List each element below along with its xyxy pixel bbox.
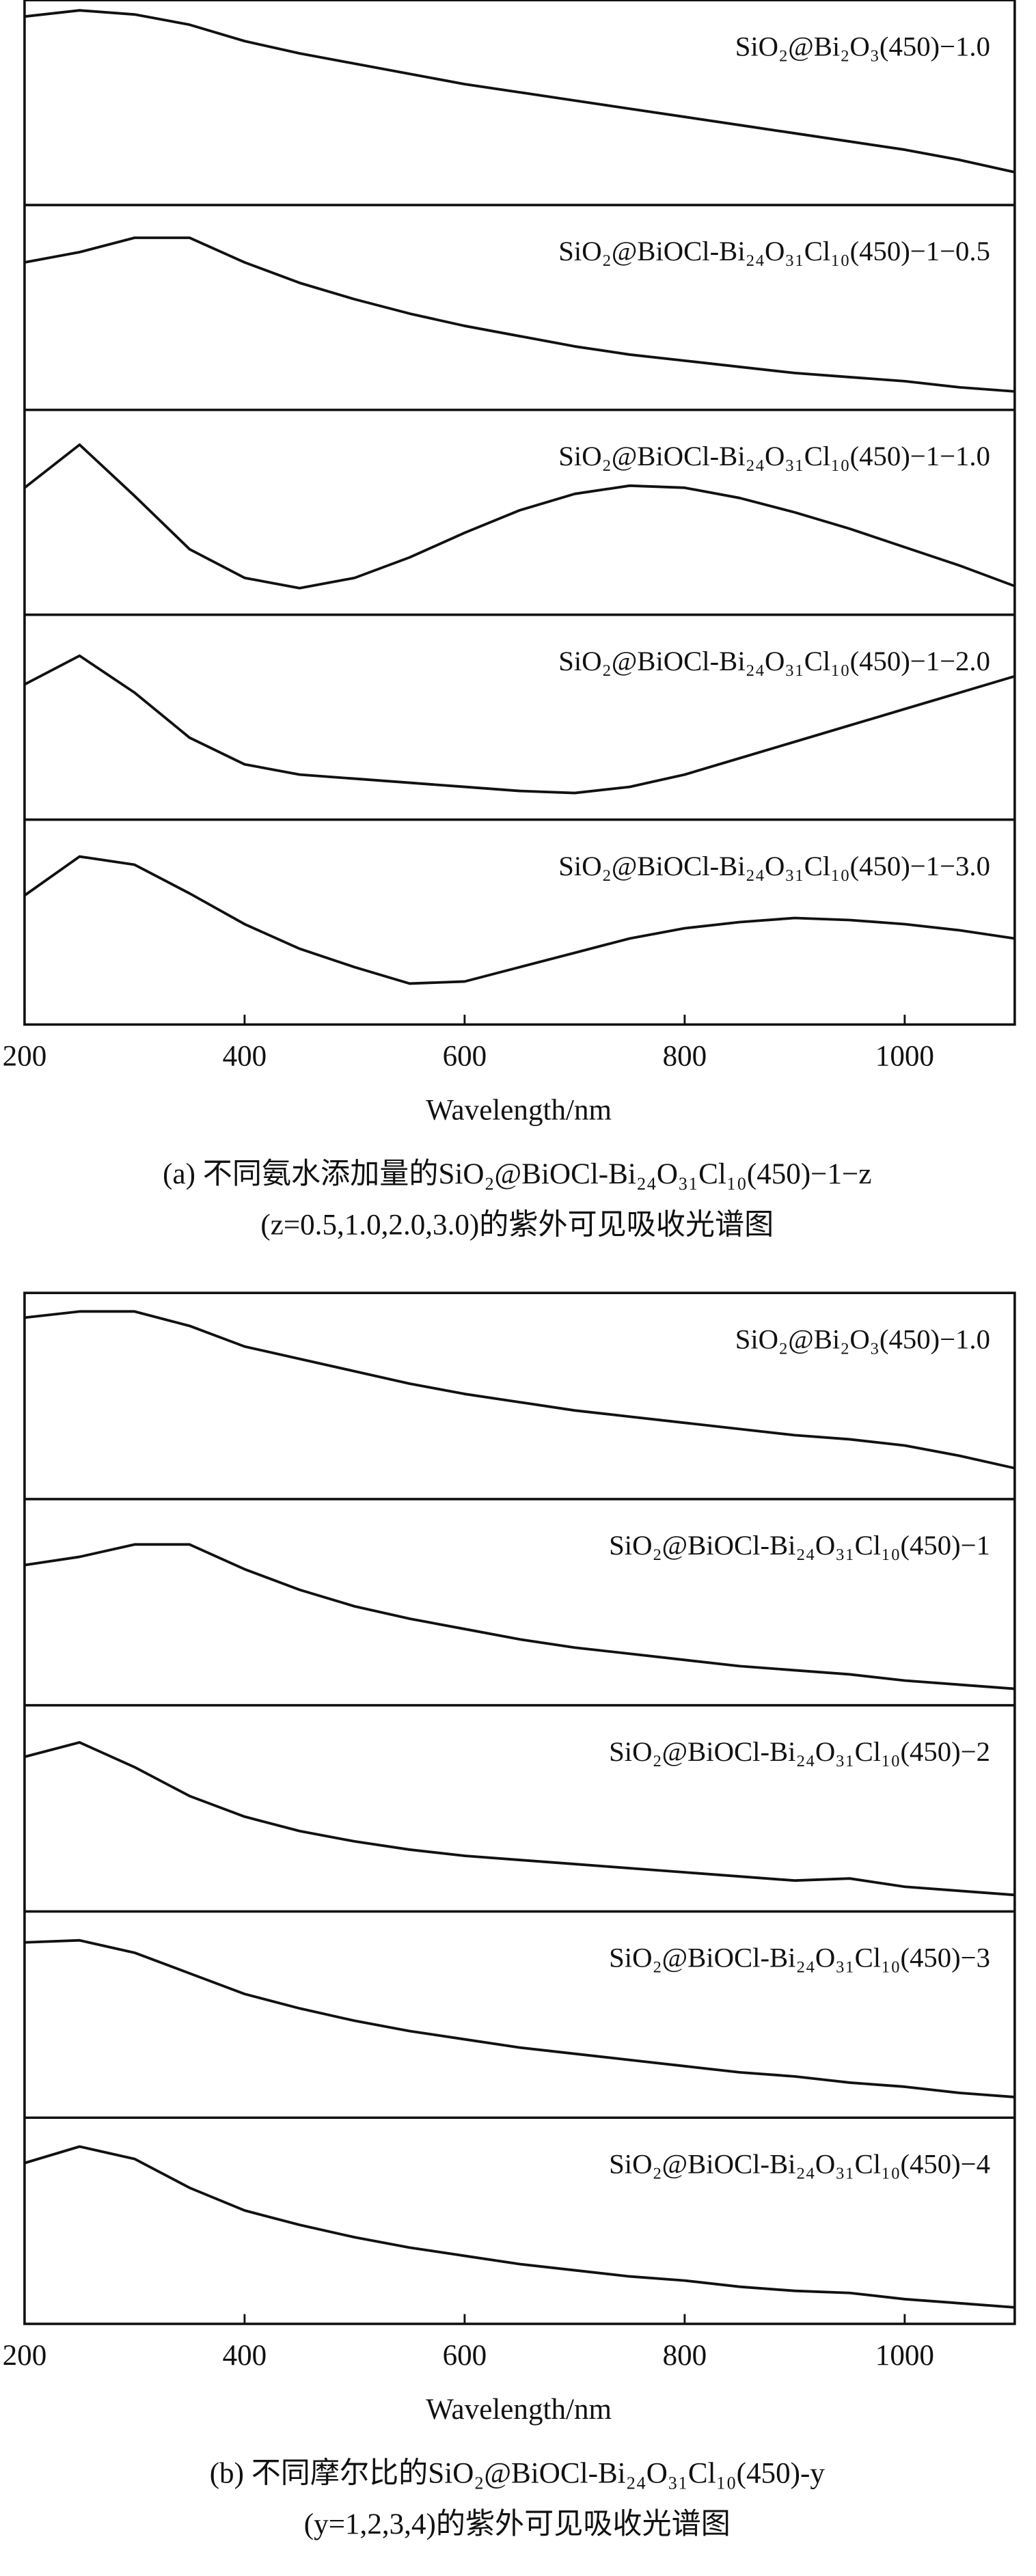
panel-label: SiO₂@BiOCl-Bi₂₄O₃₁Cl₁₀(450)−1−1.0: [558, 441, 990, 471]
caption: (b) 不同摩尔比的SiO₂@BiOCl-Bi₂₄O₃₁Cl₁₀(450)-y: [210, 2457, 826, 2490]
panel-label: SiO₂@Bi₂O₃(450)−1.0: [735, 31, 990, 61]
panel-label: SiO₂@BiOCl-Bi₂₄O₃₁Cl₁₀(450)−1−3.0: [558, 851, 990, 881]
caption: (y=1,2,3,4)的紫外可见吸收光谱图: [304, 2508, 731, 2540]
spectrum-line: [23, 443, 1015, 590]
spectrum-line: [23, 855, 1015, 985]
x-axis-label: Wavelength/nm: [426, 1095, 612, 1127]
panel-label: SiO₂@Bi₂O₃(450)−1.0: [735, 1324, 990, 1354]
spectrum-line: [24, 1741, 1015, 1897]
x-tick-label: 1000: [875, 2340, 934, 2372]
x-tick-label: 800: [663, 2340, 707, 2372]
panel-label: SiO₂@BiOCl-Bi₂₄O₃₁Cl₁₀(450)−3: [609, 1943, 990, 1973]
caption: (z=0.5,1.0,2.0,3.0)的紫外可见吸收光谱图: [260, 1209, 774, 1241]
x-tick-label: 600: [443, 2340, 487, 2372]
plot-frame: [23, 1291, 1016, 2325]
panel-label: SiO₂@BiOCl-Bi₂₄O₃₁Cl₁₀(450)−1−2.0: [558, 646, 990, 676]
spectrum-line: [24, 1543, 1015, 1690]
spectrum-line: [24, 1938, 1015, 2098]
spectrum-line: [24, 654, 1015, 795]
x-tick-label: 600: [443, 1041, 487, 1073]
spectrum-line: [24, 9, 1015, 174]
panel-label: SiO₂@BiOCl-Bi₂₄O₃₁Cl₁₀(450)−4: [609, 2148, 990, 2179]
spectrum-line: [24, 2145, 1015, 2309]
panel-label: SiO₂@BiOCl-Bi₂₄O₃₁Cl₁₀(450)−1: [609, 1530, 990, 1561]
x-tick-label: 1000: [875, 1041, 934, 1073]
x-tick-label: 400: [223, 1041, 267, 1073]
x-axis-label: Wavelength/nm: [426, 2394, 612, 2426]
plot-frame: [23, 0, 1016, 1026]
x-tick-label: 200: [3, 1041, 47, 1073]
x-tick-label: 800: [663, 1041, 707, 1073]
panel-label: SiO₂@BiOCl-Bi₂₄O₃₁Cl₁₀(450)−2: [609, 1736, 990, 1767]
x-tick-label: 400: [223, 2340, 267, 2372]
caption: (a) 不同氨水添加量的SiO₂@BiOCl-Bi₂₄O₃₁Cl₁₀(450)−…: [163, 1158, 871, 1190]
panel-label: SiO₂@BiOCl-Bi₂₄O₃₁Cl₁₀(450)−1−0.5: [558, 236, 990, 266]
spectrum-line: [24, 236, 1015, 393]
spectrum-line: [24, 1310, 1015, 1470]
x-tick-label: 200: [3, 2340, 47, 2372]
